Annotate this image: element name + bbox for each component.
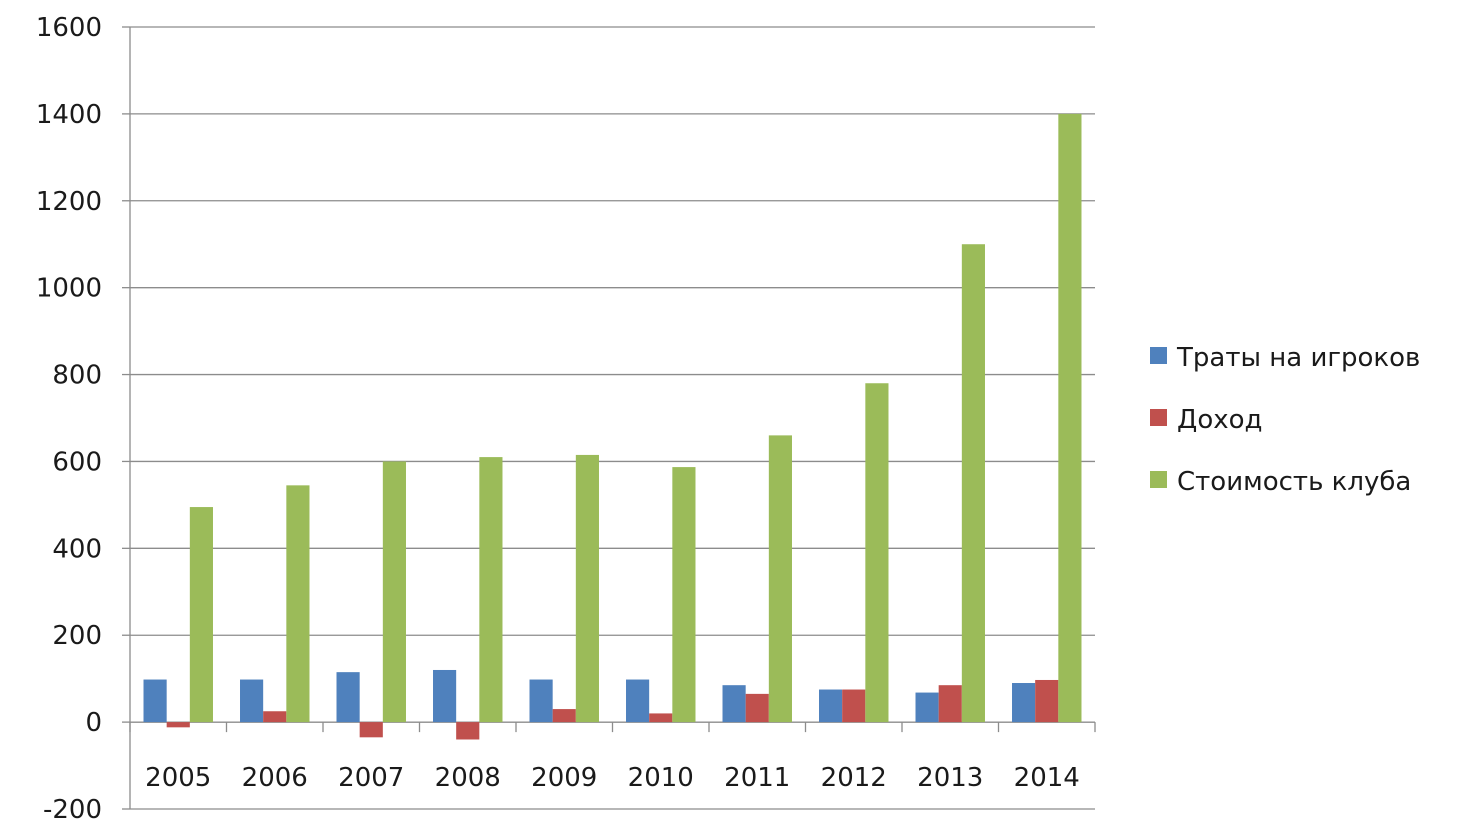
bar-1-2008	[433, 669, 457, 723]
bar-1-2014	[1012, 683, 1036, 723]
bar-3-2009	[575, 454, 599, 723]
legend-label: Доход	[1177, 405, 1263, 435]
x-tick-label: 2013	[917, 763, 983, 793]
bar-3-2014	[1058, 113, 1082, 723]
bar-3-2013	[961, 244, 985, 723]
y-tick-label: 0	[85, 708, 102, 738]
bar-1-2005	[143, 679, 167, 723]
bar-3-2010	[672, 467, 696, 723]
bar-1-2011	[722, 685, 746, 723]
y-tick-label: 200	[52, 621, 102, 651]
bar-3-2008	[479, 457, 503, 723]
bar-1-2009	[529, 679, 553, 723]
bar-2-2014	[1035, 679, 1059, 723]
bar-2-2005	[166, 722, 190, 728]
y-tick-label: 600	[52, 447, 102, 477]
bar-3-2007	[382, 461, 406, 723]
legend-label: Траты на игроков	[1176, 343, 1420, 373]
x-tick-label: 2007	[338, 763, 404, 793]
bar-3-2005	[189, 507, 213, 723]
bar-2-2007	[359, 722, 383, 738]
x-tick-label: 2008	[435, 763, 501, 793]
legend-swatch	[1150, 409, 1167, 426]
tick-labels: 1600 1400 1200 1000 800 600 400 200 0 -200 2005 200…	[36, 13, 1080, 825]
bar-1-2006	[240, 679, 264, 723]
bar-1-2012	[819, 689, 843, 723]
legend-swatch	[1150, 471, 1167, 488]
legend-label: Стоимость клуба	[1177, 467, 1411, 497]
bar-3-2012	[865, 383, 889, 723]
bars	[143, 113, 1082, 740]
x-tick-label: 2009	[531, 763, 597, 793]
y-tick-label: 1200	[36, 187, 102, 217]
bar-2-2009	[552, 709, 576, 723]
legend-swatch	[1150, 347, 1167, 364]
bar-1-2010	[626, 679, 650, 723]
x-tick-label: 2012	[821, 763, 887, 793]
bar-1-2013	[915, 692, 939, 723]
legend: Траты на игроков Доход Стоимость клуба	[1150, 343, 1420, 497]
y-tick-label: 1600	[36, 13, 102, 43]
x-tick-label: 2010	[628, 763, 694, 793]
y-tick-label: -200	[43, 795, 102, 825]
bar-2-2013	[938, 685, 962, 723]
x-tick-label: 2011	[724, 763, 790, 793]
y-tick-label: 400	[52, 534, 102, 564]
bar-2-2006	[263, 711, 287, 723]
bar-2-2008	[456, 722, 480, 740]
y-tick-label: 1400	[36, 100, 102, 130]
bar-3-2006	[286, 485, 310, 723]
x-tick-label: 2014	[1014, 763, 1080, 793]
y-tick-label: 1000	[36, 274, 102, 304]
bar-3-2011	[768, 435, 792, 723]
bar-2-2010	[649, 713, 673, 723]
y-tick-label: 800	[52, 361, 102, 391]
bar-2-2012	[842, 689, 866, 723]
x-tick-label: 2006	[242, 763, 308, 793]
x-tick-label: 2005	[145, 763, 211, 793]
bar-2-2011	[745, 693, 769, 723]
bar-1-2007	[336, 672, 360, 723]
